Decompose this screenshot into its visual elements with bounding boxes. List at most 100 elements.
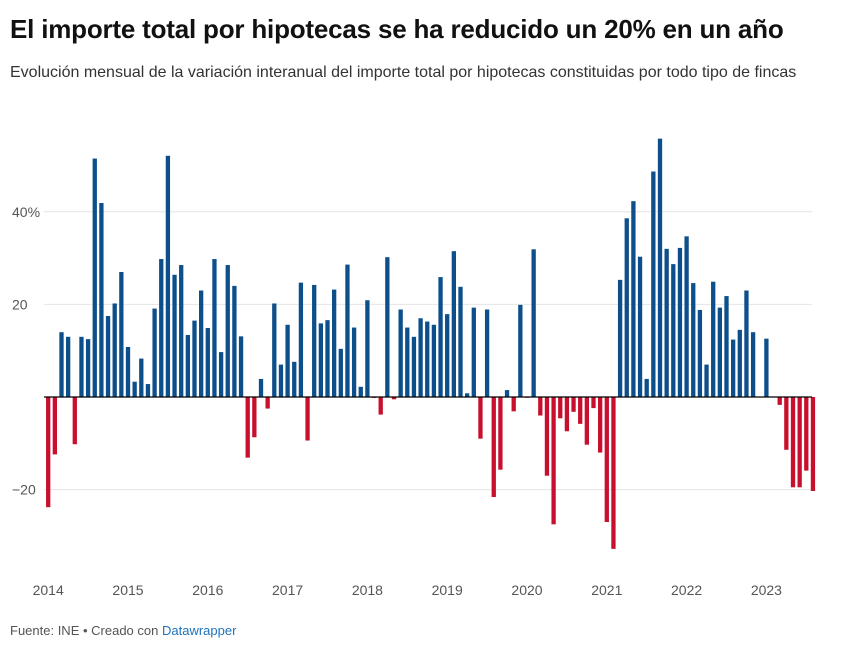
bar <box>591 397 596 409</box>
bar <box>72 397 77 445</box>
bar <box>431 324 437 397</box>
bar <box>285 324 290 397</box>
bar <box>145 384 151 397</box>
bar <box>119 271 124 397</box>
footer: Fuente: INE • Creado con Datawrapper <box>10 623 236 638</box>
bar <box>105 315 111 397</box>
bar <box>99 203 104 397</box>
bar <box>691 283 696 397</box>
x-tick-label: 2020 <box>511 582 542 598</box>
bar <box>192 320 197 397</box>
bar <box>378 397 383 415</box>
bar <box>611 397 616 549</box>
bar <box>112 303 117 397</box>
bar <box>298 282 304 397</box>
bar <box>165 155 171 397</box>
bar <box>584 397 589 445</box>
bar <box>491 397 496 498</box>
datawrapper-link[interactable]: Datawrapper <box>161 623 237 638</box>
bar <box>784 397 789 450</box>
bar <box>637 256 643 397</box>
bar <box>677 247 683 397</box>
bar <box>578 397 583 424</box>
bar <box>498 397 503 470</box>
gridlines <box>44 211 812 491</box>
bar <box>212 259 217 397</box>
x-tick-label: 2016 <box>192 582 223 598</box>
bar <box>664 248 669 397</box>
bar <box>657 138 663 397</box>
bar <box>451 251 456 397</box>
bar <box>538 397 543 416</box>
bar <box>558 397 563 419</box>
bar <box>278 364 284 397</box>
bar <box>245 397 250 458</box>
bar <box>365 300 370 397</box>
bar <box>471 307 476 397</box>
bar <box>312 284 317 397</box>
y-tick-label: 20 <box>12 296 28 312</box>
bar <box>671 264 676 397</box>
bar <box>52 397 57 455</box>
bar <box>684 236 689 397</box>
bar <box>711 281 716 397</box>
x-tick-label: 2022 <box>671 582 702 598</box>
bar <box>325 320 330 397</box>
bar <box>152 308 157 397</box>
bar <box>318 323 323 397</box>
bar <box>777 397 782 405</box>
bar <box>351 327 357 397</box>
bar <box>484 309 490 397</box>
bar <box>232 285 237 397</box>
bar <box>465 393 470 397</box>
bar <box>92 158 97 397</box>
bar <box>604 397 609 523</box>
bar <box>345 264 350 397</box>
bar <box>238 336 244 397</box>
bar <box>79 336 84 397</box>
bar <box>132 381 137 397</box>
bar <box>179 265 184 397</box>
bar <box>272 303 277 397</box>
bar <box>66 336 71 397</box>
y-axis-labels: 40% 20 −20 <box>12 204 40 498</box>
bar <box>59 332 64 397</box>
bar <box>598 397 603 453</box>
x-tick-label: 2019 <box>432 582 463 598</box>
bar <box>544 397 550 476</box>
source-note: Fuente: INE • Creado con <box>10 623 159 638</box>
bar <box>425 321 430 397</box>
bar <box>804 397 809 471</box>
x-tick-label: 2017 <box>272 582 303 598</box>
bar <box>265 397 270 409</box>
bar <box>717 307 722 397</box>
bar <box>139 358 144 397</box>
bar <box>418 318 423 397</box>
bar <box>651 171 656 397</box>
x-tick-label: 2015 <box>112 582 143 598</box>
bar <box>185 334 190 397</box>
chart-title: El importe total por hipotecas se ha red… <box>10 14 784 44</box>
bar <box>438 277 443 397</box>
bar <box>445 314 450 397</box>
bar <box>398 309 403 397</box>
bar <box>458 286 463 397</box>
x-tick-label: 2021 <box>591 582 622 598</box>
bar <box>704 364 709 397</box>
bar <box>405 327 410 397</box>
bar <box>125 347 131 397</box>
bar <box>737 329 742 398</box>
bar <box>564 397 570 432</box>
x-tick-label: 2018 <box>352 582 383 598</box>
bar-chart: 40% 20 −20 2014 2015 2016 2017 2018 2019 2020 202… <box>12 138 816 598</box>
x-axis-labels: 2014 2015 2016 2017 2018 2019 2020 2021 2022 2023 <box>33 582 783 598</box>
bar <box>790 397 796 488</box>
bar <box>731 339 736 397</box>
bar <box>332 289 337 397</box>
bar <box>205 328 210 397</box>
bar <box>764 338 769 397</box>
bar <box>551 397 556 525</box>
bar <box>258 378 264 397</box>
bar <box>511 397 516 412</box>
bar <box>631 201 636 397</box>
